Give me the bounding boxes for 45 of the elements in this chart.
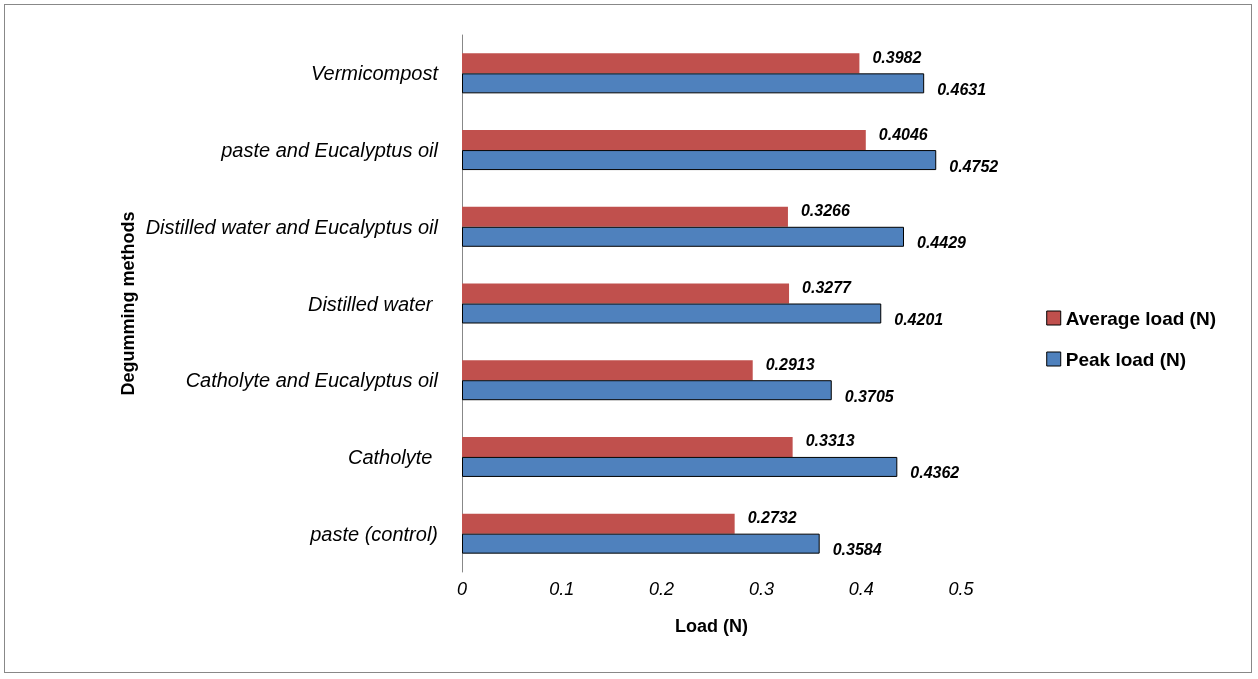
bar [462, 150, 937, 171]
x-axis-title: Load (N) [675, 616, 748, 636]
data-label: 0.3313 [805, 432, 855, 450]
bar [462, 456, 898, 477]
data-label: 0.3277 [802, 279, 853, 296]
bar [462, 206, 788, 227]
bar [462, 283, 790, 304]
data-label: 0.3584 [832, 541, 882, 559]
bar [462, 513, 735, 534]
data-label: 0.3266 [800, 202, 850, 220]
data-label: 0.4362 [910, 464, 960, 482]
data-label: 0.3705 [844, 387, 895, 405]
bar [462, 130, 866, 151]
y-tick-label: paste (control) [309, 522, 438, 545]
x-tick-label: 0.4 [848, 579, 874, 599]
y-tick-label: Vermicompost [310, 62, 440, 85]
data-label: 0.2732 [747, 509, 797, 527]
data-label: 0.2913 [765, 355, 815, 373]
bar [462, 436, 793, 457]
data-label: 0.4429 [917, 234, 967, 252]
bar [462, 73, 925, 94]
x-tick-label: 0 [456, 579, 468, 599]
y-tick-label: Distilled water and Eucalyptus oil [145, 215, 439, 238]
y-tick-label: paste and Eucalyptus oil [220, 139, 439, 162]
x-tick-label: 0.1 [549, 579, 575, 599]
bar [462, 303, 882, 324]
data-label: 0.4631 [937, 80, 987, 98]
data-label: 0.4046 [878, 125, 928, 143]
bar [462, 533, 820, 554]
bar [462, 380, 832, 401]
data-label: 0.4201 [894, 311, 944, 328]
y-tick-label: Catholyte [347, 445, 438, 468]
legend-label: Average load (N) [1065, 307, 1217, 329]
bar [462, 226, 905, 247]
x-tick-label: 0.5 [948, 579, 975, 599]
x-tick-label: 0.3 [748, 579, 774, 599]
y-tick-label: Catholyte and Eucalyptus oil [185, 369, 439, 392]
y-tick-label: Distilled water [307, 292, 438, 315]
data-label: 0.4752 [949, 157, 999, 175]
bar [462, 53, 860, 74]
legend-label: Peak load (N) [1065, 348, 1187, 370]
x-tick-label: 0.2 [649, 579, 675, 599]
y-axis-title: Degumming methods [118, 211, 138, 396]
data-label: 0.3982 [872, 48, 922, 66]
bar [462, 360, 753, 381]
